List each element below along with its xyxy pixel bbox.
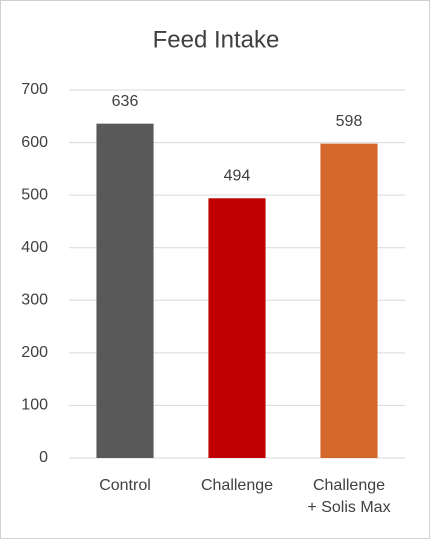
y-tick-label: 500 [21, 186, 48, 203]
x-tick-label: Challenge [200, 477, 274, 494]
data-label: 636 [112, 93, 139, 110]
bar [208, 198, 266, 458]
y-tick-label: 0 [39, 449, 48, 466]
y-tick-label: 700 [21, 81, 48, 98]
y-tick-label: 100 [21, 397, 48, 414]
bar [96, 123, 154, 458]
x-tick-label: Control [99, 477, 151, 494]
y-tick-label: 600 [21, 134, 48, 151]
chart-title: Feed Intake [153, 26, 280, 53]
y-tick-label: 400 [21, 239, 48, 256]
y-tick-label: 200 [21, 344, 48, 361]
y-tick-label: 300 [21, 292, 48, 309]
bar [320, 143, 378, 458]
data-label: 598 [336, 113, 363, 130]
data-label: 494 [224, 168, 251, 185]
x-tick-label: Challenge + Solis Max [307, 477, 391, 516]
